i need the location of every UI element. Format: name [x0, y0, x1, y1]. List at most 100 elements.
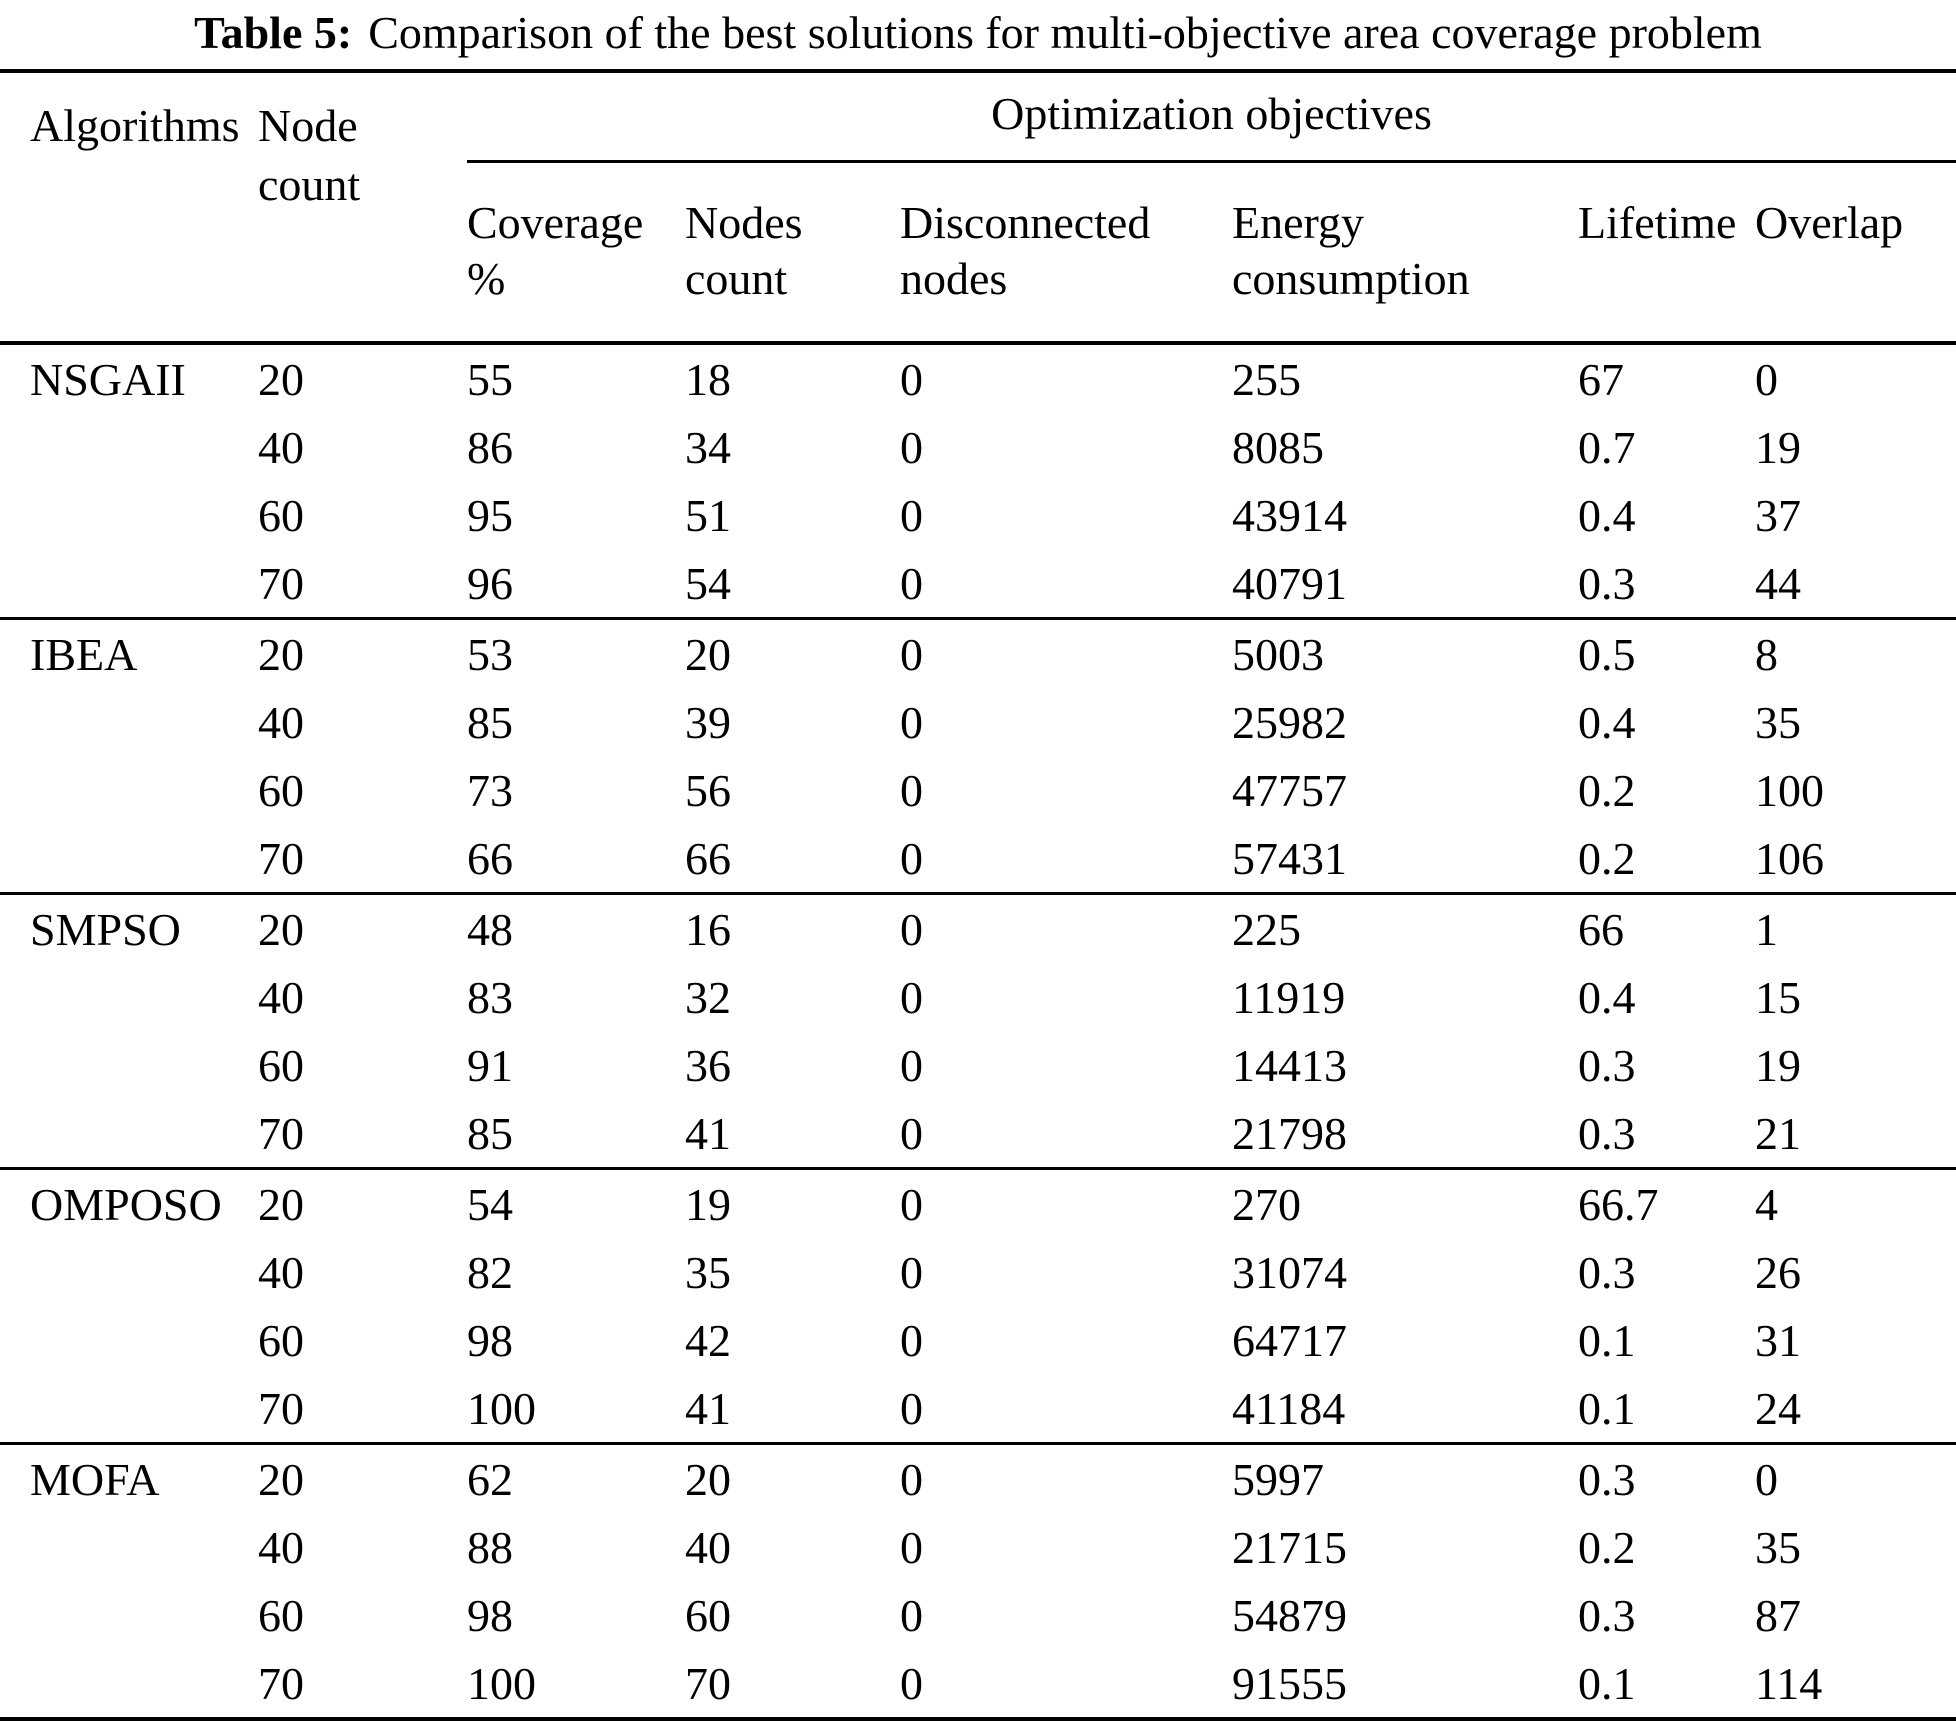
overlap-cell: 26: [1755, 1246, 1801, 1298]
disconnected-nodes-cell: 0: [900, 1107, 923, 1159]
table-caption-text: Comparison of the best solutions for mul…: [368, 7, 1762, 58]
coverage-cell: 98: [467, 1589, 513, 1641]
node-count-cell: 40: [258, 421, 304, 473]
lifetime-cell: 67: [1578, 353, 1624, 405]
lifetime-cell: 0.4: [1578, 696, 1636, 748]
lifetime-cell: 0.1: [1578, 1314, 1636, 1366]
table-row: 60 98 60 0 54879 0.3 87: [0, 1581, 1956, 1649]
lifetime-cell: 0.2: [1578, 1521, 1636, 1573]
nodes-count-cell: 41: [685, 1382, 731, 1434]
nodes-count-cell: 35: [685, 1246, 731, 1298]
results-table: Algorithms Node count Optimization objec…: [0, 69, 1956, 1721]
table-row: OMPOSO 20 54 19 0 270 66.7 4: [0, 1167, 1956, 1238]
node-count-cell: 40: [258, 971, 304, 1023]
disconnected-nodes-cell: 0: [900, 1521, 923, 1573]
disconnected-nodes-cell: 0: [900, 971, 923, 1023]
coverage-cell: 100: [467, 1657, 536, 1709]
table-body: NSGAII 20 55 18 0 255 67 0 40 86 34 0 8085 0.7 19 60 95 5…: [0, 343, 1956, 1719]
table-row: 40 82 35 0 31074 0.3 26: [0, 1238, 1956, 1306]
column-header-energy-consumption: Energy consumption: [1232, 161, 1578, 345]
table-row: SMPSO 20 48 16 0 225 66 1: [0, 892, 1956, 963]
nodes-count-cell: 34: [685, 421, 731, 473]
coverage-cell: 86: [467, 421, 513, 473]
overlap-cell: 0: [1755, 1442, 1956, 1513]
node-count-cell: 70: [258, 1107, 304, 1159]
energy-consumption-cell: 21715: [1232, 1521, 1347, 1573]
header-row-objectives: Coverage % Nodes count Disconnected node…: [0, 161, 1956, 345]
disconnected-nodes-cell: 0: [900, 1589, 923, 1641]
coverage-cell: 91: [467, 1039, 513, 1091]
overlap-cell: 106: [1755, 832, 1824, 884]
table-row: 70 66 66 0 57431 0.2 106: [0, 824, 1956, 894]
algorithm-cell: [0, 1649, 258, 1719]
algorithm-cell: [0, 963, 258, 1031]
lifetime-cell: 66: [1578, 892, 1755, 963]
nodes-count-cell: 70: [685, 1657, 731, 1709]
node-count-cell: 70: [258, 557, 304, 609]
lifetime-cell: 66.7: [1578, 1167, 1755, 1238]
column-header-disconnected-nodes: Disconnected nodes: [900, 161, 1232, 345]
node-count-cell: 20: [258, 617, 467, 688]
algorithm-cell: [0, 756, 258, 824]
lifetime-cell: 0.4: [1578, 489, 1636, 541]
overlap-cell: 35: [1755, 1521, 1801, 1573]
node-count-cell: 20: [258, 892, 467, 963]
nodes-count-cell: 51: [685, 489, 731, 541]
node-count-cell: 70: [258, 1382, 304, 1434]
disconnected-nodes-cell: 0: [900, 421, 923, 473]
table-row: IBEA 20 53 20 0 5003 0.5 8: [0, 617, 1956, 688]
nodes-count-cell: 20: [685, 1442, 900, 1513]
overlap-cell: 35: [1755, 696, 1801, 748]
nodes-count-cell: 56: [685, 764, 731, 816]
lifetime-cell: 0.2: [1578, 764, 1636, 816]
energy-consumption-cell: 41184: [1232, 1382, 1346, 1434]
energy-consumption-cell: 25982: [1232, 696, 1347, 748]
table-row: 60 95 51 0 43914 0.4 37: [0, 481, 1956, 549]
table-row: 40 83 32 0 11919 0.4 15: [0, 963, 1956, 1031]
disconnected-nodes-cell: 0: [900, 617, 1232, 688]
energy-consumption-cell: 64717: [1232, 1314, 1347, 1366]
overlap-cell: 87: [1755, 1589, 1801, 1641]
algorithm-cell: [0, 413, 258, 481]
lifetime-cell: 0.3: [1578, 1107, 1636, 1159]
energy-consumption-cell: 21798: [1232, 1107, 1347, 1159]
table-row: 70 96 54 0 40791 0.3 44: [0, 549, 1956, 619]
energy-consumption-cell: 270: [1232, 1167, 1578, 1238]
algorithm-cell: [0, 1306, 258, 1374]
column-header-algorithms: Algorithms: [0, 71, 258, 345]
table-header: Algorithms Node count Optimization objec…: [0, 71, 1956, 345]
lifetime-cell: 0.1: [1578, 1657, 1636, 1709]
algorithm-cell: [0, 549, 258, 619]
energy-consumption-cell: 5003: [1232, 617, 1578, 688]
lifetime-cell: 0.7: [1578, 421, 1636, 473]
disconnected-nodes-cell: 0: [900, 353, 923, 405]
nodes-count-cell: 19: [685, 1167, 900, 1238]
node-count-cell: 60: [258, 1314, 304, 1366]
nodes-count-cell: 54: [685, 557, 731, 609]
coverage-cell: 82: [467, 1246, 513, 1298]
lifetime-cell: 0.2: [1578, 832, 1636, 884]
overlap-cell: 0: [1755, 353, 1778, 405]
energy-consumption-cell: 255: [1232, 353, 1301, 405]
column-group-header-optimization-objectives: Optimization objectives: [467, 71, 1956, 163]
node-count-cell: 60: [258, 1589, 304, 1641]
nodes-count-cell: 39: [685, 696, 731, 748]
overlap-cell: 100: [1755, 764, 1824, 816]
table-row: 60 91 36 0 14413 0.3 19: [0, 1031, 1956, 1099]
node-count-cell: 40: [258, 1246, 304, 1298]
table-row: 60 98 42 0 64717 0.1 31: [0, 1306, 1956, 1374]
overlap-cell: 21: [1755, 1107, 1801, 1159]
overlap-cell: 19: [1755, 421, 1801, 473]
algorithm-cell: [0, 1513, 258, 1581]
disconnected-nodes-cell: 0: [900, 1167, 1232, 1238]
algorithm-cell: OMPOSO: [0, 1167, 258, 1238]
nodes-count-cell: 16: [685, 892, 900, 963]
nodes-count-cell: 60: [685, 1589, 731, 1641]
node-count-cell: 40: [258, 1521, 304, 1573]
nodes-count-cell: 41: [685, 1107, 731, 1159]
nodes-count-cell: 42: [685, 1314, 731, 1366]
overlap-cell: 114: [1755, 1657, 1823, 1709]
table-row: MOFA 20 62 20 0 5997 0.3 0: [0, 1442, 1956, 1513]
algorithm-cell: [0, 688, 258, 756]
overlap-cell: 1: [1755, 892, 1956, 963]
